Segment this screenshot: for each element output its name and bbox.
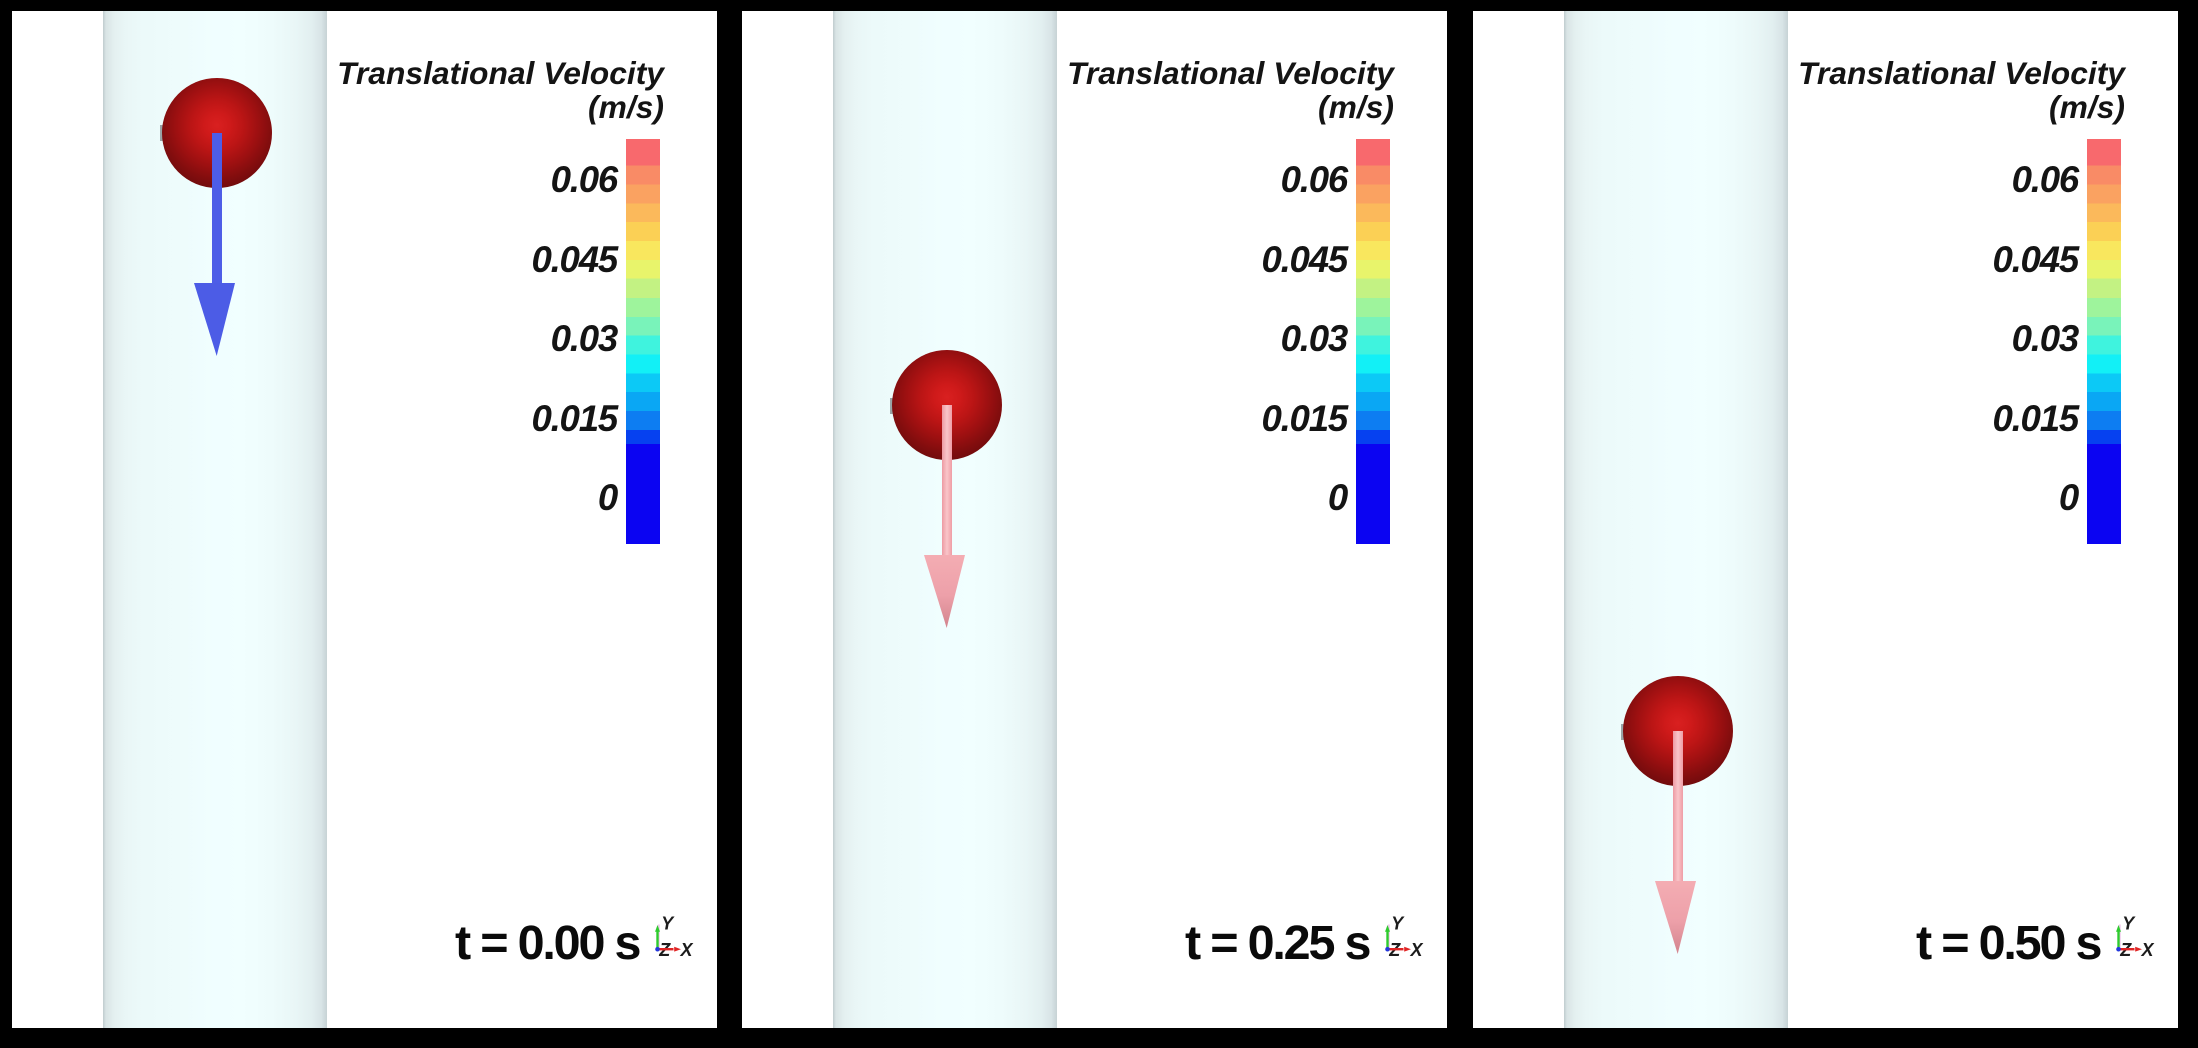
svg-text:Y: Y — [2122, 913, 2136, 933]
svg-text:X: X — [1410, 940, 1424, 960]
svg-text:X: X — [2141, 940, 2155, 960]
svg-text:Y: Y — [661, 913, 675, 933]
svg-text:X: X — [680, 940, 694, 960]
svg-text:Y: Y — [1391, 913, 1405, 933]
